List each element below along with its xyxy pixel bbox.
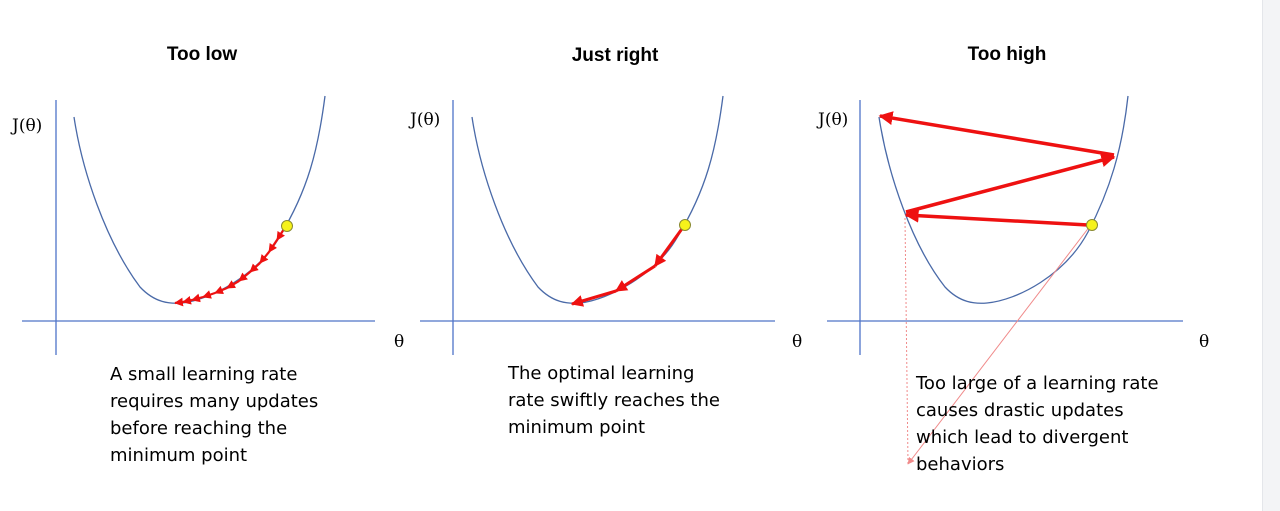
update-arrow	[191, 293, 204, 303]
panel-title: Just right	[572, 45, 659, 66]
update-arrow	[653, 225, 686, 267]
caption-line: rate swiftly reaches the	[508, 390, 720, 411]
optimal-update-arrows	[570, 225, 686, 307]
cost-curve	[471, 95, 724, 304]
scrollbar[interactable]	[1262, 0, 1280, 511]
start-point	[679, 219, 691, 231]
panel-title: Too low	[167, 44, 238, 65]
caption: The optimal learning rate swiftly reache…	[507, 363, 720, 438]
divergent-update-arrows	[878, 111, 1116, 227]
update-arrow	[226, 280, 240, 289]
caption-line: Too large of a learning rate	[915, 373, 1159, 394]
y-axis-label: J(θ)	[408, 110, 440, 130]
update-arrow	[570, 289, 617, 307]
caption-line: behaviors	[916, 454, 1004, 475]
update-arrow	[214, 285, 228, 295]
update-arrow	[904, 208, 1089, 227]
update-arrow	[202, 290, 216, 299]
divergence-line	[907, 225, 1091, 465]
start-point	[1086, 219, 1098, 231]
caption-line: A small learning rate	[110, 364, 297, 385]
update-arrow	[276, 228, 285, 241]
x-axis-label: θ	[792, 332, 802, 352]
update-arrow	[878, 111, 1115, 157]
y-axis-label: J(θ)	[10, 116, 42, 136]
update-arrow	[905, 153, 1116, 214]
y-axis-label: J(θ)	[816, 110, 848, 130]
cost-curve	[878, 95, 1129, 304]
panel-too-low: Too low J(θ) θ A small learning rate req…	[10, 44, 404, 466]
panel-too-high: Too high J(θ) θ Too large of a learning …	[816, 44, 1209, 475]
caption-line: requires many updates	[110, 391, 318, 412]
update-arrow	[268, 239, 278, 253]
caption-line: The optimal learning	[507, 363, 694, 384]
update-arrow	[614, 264, 656, 293]
cost-curve	[73, 95, 326, 304]
x-axis-label: θ	[1199, 332, 1209, 352]
panel-just-right: Just right J(θ) θ The optimal learning r…	[408, 45, 802, 438]
start-point	[281, 220, 293, 232]
caption-line: minimum point	[110, 445, 247, 466]
update-arrow	[238, 271, 251, 282]
caption-line: before reaching the	[110, 418, 287, 439]
update-arrow	[174, 297, 184, 307]
update-arrow	[182, 295, 193, 305]
caption: A small learning rate requires many upda…	[110, 364, 318, 466]
update-arrow	[259, 251, 270, 264]
caption-line: causes drastic updates	[916, 400, 1124, 421]
small-update-arrows	[174, 228, 285, 307]
divergence-drop-line	[904, 217, 909, 465]
caption: Too large of a learning rate causes dras…	[915, 373, 1159, 475]
x-axis-label: θ	[394, 332, 404, 352]
panel-title: Too high	[968, 44, 1047, 65]
update-arrow	[249, 262, 261, 273]
caption-line: which lead to divergent	[916, 427, 1128, 448]
caption-line: minimum point	[508, 417, 645, 438]
